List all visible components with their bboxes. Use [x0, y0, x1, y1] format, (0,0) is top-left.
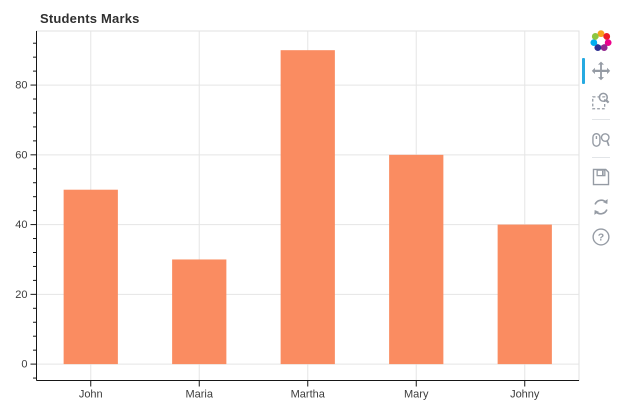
y-tick-label: 60: [15, 149, 27, 161]
bar-maria: [172, 259, 227, 365]
bokeh-logo-icon[interactable]: [588, 28, 614, 54]
reset-tool-button[interactable]: [588, 194, 614, 220]
wheel-zoom-icon: [592, 132, 610, 147]
x-tick-label: Martha: [291, 389, 326, 401]
y-tick-label: 80: [15, 80, 27, 92]
svg-text:?: ?: [598, 232, 604, 244]
box-zoom-tool-button[interactable]: [588, 88, 614, 114]
reset-icon: [594, 199, 608, 215]
pan-tool-button[interactable]: [582, 58, 614, 84]
y-tick-label: 20: [15, 289, 27, 301]
help-tool-button[interactable]: ?: [588, 224, 614, 250]
bar-martha: [280, 50, 335, 365]
active-tool-indicator: [582, 58, 585, 84]
help-icon: ?: [592, 228, 610, 246]
x-tick-label: John: [79, 389, 103, 401]
toolbar-divider: [592, 157, 610, 158]
bar-mary: [389, 154, 444, 365]
pan-icon: [591, 61, 611, 81]
y-tick-label: 40: [15, 219, 27, 231]
save-icon: [592, 168, 610, 186]
wheel-zoom-tool-button[interactable]: [588, 126, 614, 152]
toolbar-divider: [592, 119, 610, 120]
x-tick-label: Maria: [185, 389, 213, 401]
x-tick-label: Mary: [404, 389, 429, 401]
bokeh-toolbar: ?: [582, 28, 617, 254]
bar-john: [63, 189, 118, 365]
chart-title: Students Marks: [40, 11, 140, 26]
save-tool-button[interactable]: [588, 164, 614, 190]
x-tick-label: Johny: [510, 389, 540, 401]
y-tick-label: 0: [21, 359, 27, 371]
box-zoom-icon: [592, 92, 610, 110]
bar-johny: [497, 224, 552, 365]
